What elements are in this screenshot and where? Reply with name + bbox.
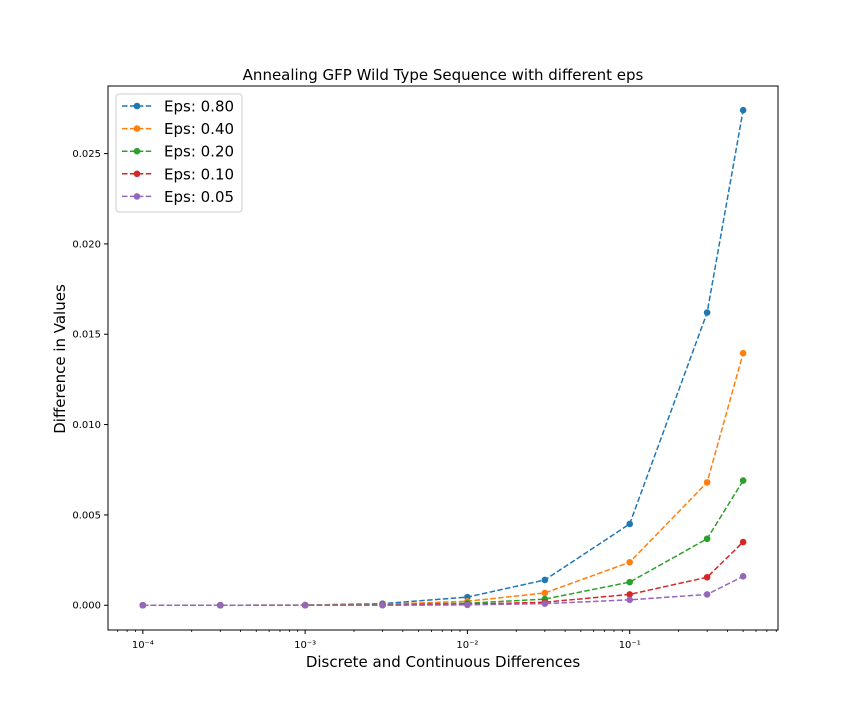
data-point (541, 600, 549, 607)
data-point (626, 596, 633, 604)
data-point (541, 589, 549, 597)
y-tick-label: 0.020 (72, 239, 101, 250)
x-tick-label: 10⁻¹ (619, 640, 641, 651)
y-axis: 0.000 0.005 0.010 0.015 0.020 0.025 (72, 149, 108, 612)
data-point (703, 479, 711, 486)
data-point (626, 591, 633, 598)
legend-item: Eps: 0.80 (122, 98, 234, 116)
legend-swatch-marker (133, 193, 141, 200)
y-tick-label: 0.010 (72, 420, 101, 431)
series-layer (139, 106, 747, 609)
chart-title: Annealing GFP Wild Type Sequence with di… (243, 66, 644, 84)
data-point (216, 601, 224, 609)
data-point (739, 573, 747, 580)
legend-swatch-marker (133, 147, 141, 155)
series-line (142, 541, 744, 606)
legend-item: Eps: 0.10 (122, 165, 234, 183)
legend-swatch-marker (133, 125, 141, 132)
series-line (142, 353, 744, 606)
data-point (626, 558, 633, 566)
plot-area (107, 85, 779, 631)
y-tick-label: 0.005 (72, 510, 101, 521)
data-point (139, 601, 147, 609)
data-point (739, 477, 747, 484)
series-line (142, 575, 744, 606)
y-axis-label: Difference in Values (51, 284, 69, 434)
series-4 (139, 573, 747, 609)
x-axis-label: Discrete and Continuous Differences (306, 653, 581, 671)
legend-swatch-marker (133, 102, 141, 110)
legend-label: Eps: 0.40 (164, 120, 234, 138)
data-point (739, 106, 747, 114)
legend-swatch-marker (133, 170, 141, 178)
legend-label: Eps: 0.20 (164, 143, 234, 161)
legend-item: Eps: 0.20 (122, 143, 234, 161)
x-tick-label: 10⁻² (456, 640, 478, 651)
legend-box (115, 93, 243, 213)
data-point (626, 520, 633, 528)
data-point (379, 601, 386, 609)
legend-item: Eps: 0.05 (122, 188, 234, 206)
legend: Eps: 0.80 Eps: 0.40 Eps: 0.20 Eps: 0.10 Eps:… (115, 93, 243, 213)
series-3 (139, 538, 747, 609)
data-point (464, 601, 471, 609)
y-tick-label: 0.000 (72, 601, 101, 612)
legend-item: Eps: 0.40 (122, 120, 234, 138)
data-point (626, 578, 633, 586)
data-point (739, 538, 747, 546)
legend-label: Eps: 0.05 (164, 188, 234, 206)
legend-label: Eps: 0.80 (164, 98, 234, 116)
series-1 (139, 349, 747, 609)
data-point (703, 535, 711, 543)
x-axis: 10⁻⁴ 10⁻³ 10⁻² 10⁻¹ (117, 630, 777, 651)
x-tick-label: 10⁻³ (294, 640, 316, 651)
data-point (703, 309, 711, 316)
data-point (739, 349, 747, 357)
plot-frame (107, 85, 779, 631)
series-line (142, 480, 744, 606)
data-point (301, 601, 309, 609)
data-point (703, 573, 711, 581)
legend-label: Eps: 0.10 (164, 165, 234, 183)
data-point (541, 576, 549, 584)
data-point (703, 591, 711, 598)
x-tick-label: 10⁻⁴ (132, 640, 154, 651)
y-tick-label: 0.015 (72, 330, 101, 341)
y-tick-label: 0.025 (72, 149, 101, 160)
